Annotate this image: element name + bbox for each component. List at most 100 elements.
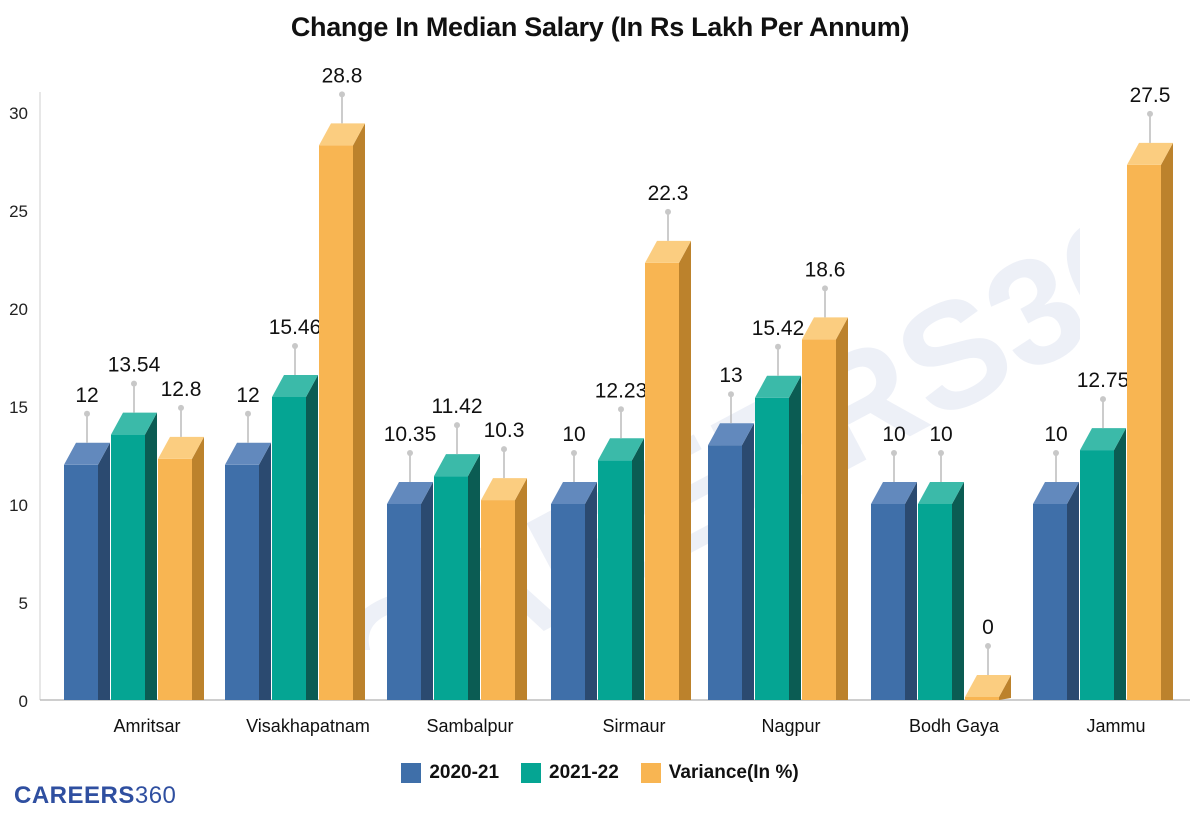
bar-top (1080, 428, 1126, 451)
bar (1127, 164, 1161, 701)
data-label: 28.8 (322, 64, 363, 87)
legend: 2020-21 2021-22 Variance(In %) (0, 762, 1200, 784)
label-dot (985, 643, 991, 649)
bar-side (632, 438, 644, 700)
bar-top (755, 375, 801, 398)
bar-side (98, 442, 110, 700)
bar-side (905, 482, 917, 700)
chart-title: Change In Median Salary (In Rs Lakh Per … (290, 12, 910, 42)
data-label: 10 (562, 423, 585, 446)
bar-side (468, 454, 480, 700)
label-dot (822, 285, 828, 292)
data-label: 12.75 (1077, 369, 1130, 392)
bar-side (515, 478, 527, 700)
bar-side (1067, 482, 1079, 700)
bar (272, 396, 306, 700)
bar-side (789, 375, 801, 700)
label-dot (292, 342, 298, 349)
data-label: 12.23 (595, 379, 648, 402)
bar (965, 697, 999, 700)
x-tick-label: Bodh Gaya (909, 716, 1000, 736)
x-tick-label: Amritsar (114, 716, 181, 736)
legend-swatch-2020-21 (401, 763, 422, 783)
bar (111, 434, 145, 700)
bar (598, 460, 632, 700)
bar-side (192, 436, 204, 700)
y-tick-label: 30 (9, 104, 28, 123)
legend-label-variance: Variance(In %) (668, 762, 799, 783)
brand-suffix: 360 (134, 782, 177, 809)
bar (802, 339, 836, 700)
bar (918, 504, 952, 700)
bar-top (645, 240, 691, 263)
y-tick-label: 15 (9, 398, 28, 417)
label-dot (131, 380, 137, 387)
label-dot (891, 450, 897, 456)
data-label: 0 (982, 616, 994, 639)
label-dot (501, 446, 507, 453)
label-dot (938, 450, 944, 456)
data-label: 12.8 (161, 378, 202, 401)
bar-top (387, 482, 433, 504)
bar-side (145, 412, 157, 700)
bar-side (1161, 142, 1173, 701)
data-label: 13.54 (108, 354, 161, 377)
bar-top (158, 436, 204, 459)
label-dot (1100, 396, 1106, 403)
legend-label-2021-22: 2021-22 (549, 762, 619, 783)
label-dot (728, 391, 734, 398)
label-dot (339, 91, 345, 98)
bar-top (1127, 142, 1173, 165)
bar (551, 504, 585, 700)
label-dot (178, 404, 184, 411)
bar-top (481, 478, 527, 501)
bar-top (272, 374, 318, 397)
bar (871, 504, 905, 700)
bar (481, 500, 515, 700)
label-dot (1147, 110, 1153, 117)
y-tick-label: 25 (9, 202, 28, 221)
bar (225, 464, 259, 700)
data-label: 22.3 (648, 182, 689, 205)
legend-item-2021-22: 2021-22 (521, 762, 619, 784)
label-dot (84, 410, 90, 417)
data-label: 10.35 (384, 423, 437, 446)
data-label: 12 (236, 384, 259, 407)
legend-swatch-2021-22 (521, 763, 542, 783)
legend-label-2020-21: 2020-21 (429, 762, 500, 783)
bar-top (64, 442, 110, 465)
bar (319, 145, 353, 700)
data-label: 15.46 (269, 316, 322, 339)
bar-top (918, 482, 964, 504)
label-dot (454, 422, 460, 429)
bar-top (319, 123, 365, 146)
label-dot (665, 208, 671, 215)
legend-item-variance: Variance(In %) (640, 762, 799, 784)
bar-top (1033, 482, 1079, 504)
bar (1080, 450, 1114, 700)
x-tick-label: Sirmaur (602, 716, 665, 736)
bar (708, 445, 742, 700)
bar-side (259, 442, 271, 700)
bar (1033, 504, 1067, 700)
bar (64, 464, 98, 700)
bar-top (111, 412, 157, 435)
label-dot (618, 406, 624, 413)
data-label: 10 (1044, 423, 1067, 446)
bar-top (802, 317, 848, 340)
data-label: 10 (929, 423, 952, 446)
brand-name: CAREERS (14, 782, 135, 809)
bar-top (871, 482, 917, 504)
bar-top (225, 442, 271, 465)
data-label: 15.42 (752, 317, 805, 340)
bar-top (965, 675, 1011, 697)
data-label: 11.42 (432, 395, 483, 418)
y-tick-label: 20 (9, 300, 28, 319)
data-label: 18.6 (805, 258, 846, 281)
x-tick-label: Sambalpur (426, 716, 513, 736)
bar-top (434, 454, 480, 477)
data-label: 10.3 (484, 419, 525, 442)
y-tick-label: 0 (19, 692, 28, 711)
x-tick-label: Visakhapatnam (246, 716, 370, 736)
